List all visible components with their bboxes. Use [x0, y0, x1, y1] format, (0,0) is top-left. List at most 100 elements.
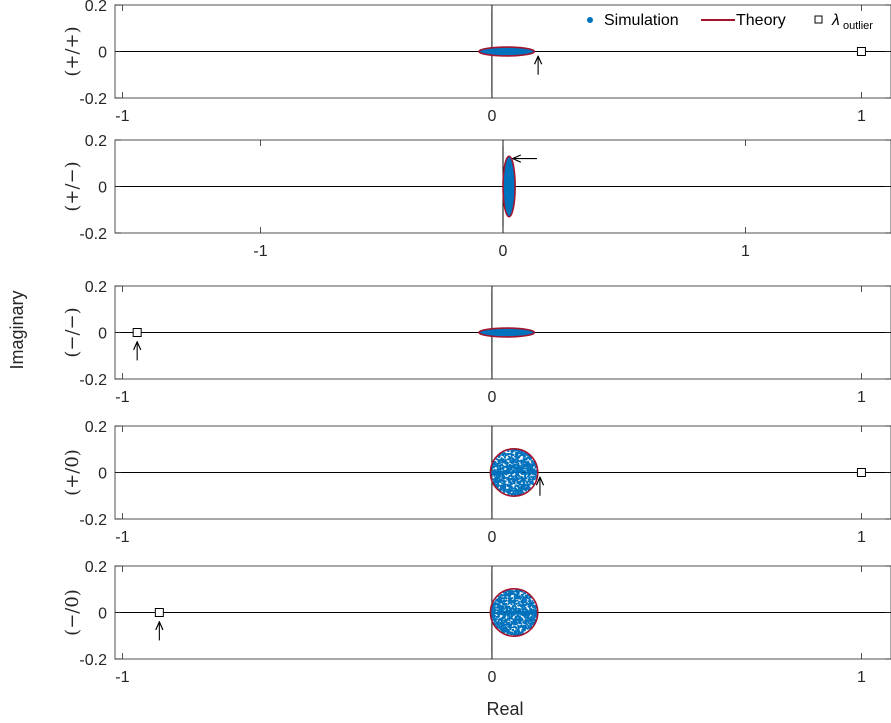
simulation-point	[533, 618, 536, 621]
simulation-point	[513, 449, 516, 452]
y-tick-label: 0.2	[85, 0, 107, 15]
outlier-marker	[856, 468, 866, 477]
simulation-point	[514, 629, 517, 632]
simulation-point	[501, 476, 504, 479]
simulation-point	[496, 485, 499, 488]
simulation-bulk	[503, 156, 516, 217]
simulation-point	[517, 462, 520, 465]
simulation-point	[505, 597, 508, 600]
simulation-point	[515, 461, 518, 464]
simulation-point	[527, 612, 530, 615]
panel-label: (−/−)	[62, 307, 83, 357]
simulation-point	[500, 623, 504, 626]
simulation-point	[532, 602, 535, 605]
simulation-point	[517, 627, 520, 630]
x-tick-label: -1	[253, 243, 267, 260]
simulation-point	[531, 600, 534, 603]
simulation-point	[521, 619, 524, 622]
simulation-point	[516, 480, 520, 483]
x-tick-label: 1	[857, 529, 866, 546]
simulation-point	[533, 609, 536, 613]
simulation-point	[516, 614, 519, 618]
simulation-point	[498, 488, 501, 491]
simulation-point	[501, 464, 504, 467]
y-tick-label: -0.2	[79, 512, 107, 529]
simulation-point	[510, 623, 513, 626]
simulation-point	[502, 615, 506, 618]
simulation-point	[522, 597, 525, 600]
simulation-point	[504, 629, 508, 632]
simulation-point	[497, 460, 500, 463]
y-tick-label: -0.2	[79, 652, 107, 669]
simulation-point	[510, 465, 513, 469]
x-tick-label: 1	[857, 108, 866, 125]
simulation-point	[500, 478, 503, 481]
simulation-point	[502, 489, 505, 492]
simulation-point	[519, 452, 522, 455]
simulation-point	[508, 601, 511, 605]
simulation-point	[531, 611, 535, 615]
simulation-point	[513, 465, 516, 468]
simulation-point	[502, 452, 505, 455]
simulation-point	[495, 606, 499, 609]
simulation-point	[511, 631, 514, 634]
legend-theory-label: Theory	[736, 12, 786, 29]
x-tick-label: 1	[857, 669, 866, 686]
simulation-point	[508, 605, 511, 608]
simulation-point	[502, 594, 506, 597]
simulation-point	[506, 611, 509, 615]
simulation-point	[529, 480, 532, 483]
simulation-point	[522, 461, 525, 464]
simulation-point	[520, 488, 523, 491]
simulation-point	[521, 594, 524, 598]
simulation-point	[526, 470, 530, 474]
simulation-point	[522, 601, 525, 604]
simulation-point	[507, 631, 510, 634]
simulation-point	[514, 618, 517, 621]
x-tick-label: 0	[487, 108, 496, 125]
x-axis-label: Real	[486, 699, 523, 719]
simulation-point	[534, 608, 537, 611]
simulation-point	[518, 617, 521, 621]
simulation-point	[520, 470, 523, 473]
simulation-point	[524, 619, 527, 622]
panels: -1 0 1 0.2 0 -0.2 (+/+) -1 0 1 0.2 0 -0.2 (+/−) -1 0 1 0.…	[62, 0, 891, 686]
simulation-point	[503, 484, 506, 487]
simulation-point	[497, 604, 500, 607]
simulation-points	[490, 449, 538, 497]
simulation-point	[519, 604, 523, 607]
simulation-point	[496, 609, 499, 612]
simulation-point	[499, 600, 502, 603]
simulation-point	[524, 457, 527, 460]
simulation-point	[514, 485, 517, 488]
simulation-point	[505, 593, 508, 596]
simulation-point	[502, 479, 505, 482]
simulation-point	[509, 459, 512, 462]
simulation-point	[504, 480, 507, 483]
simulation-point	[526, 462, 529, 465]
simulation-point	[509, 616, 512, 619]
simulation-point	[513, 482, 516, 485]
simulation-point	[532, 608, 535, 611]
simulation-point	[502, 606, 505, 609]
simulation-point	[515, 627, 518, 630]
simulation-point	[528, 603, 531, 606]
simulation-point	[533, 604, 536, 607]
y-axis-label: Imaginary	[7, 290, 27, 369]
simulation-point	[517, 625, 520, 628]
simulation-point	[527, 478, 530, 481]
simulation-point	[511, 461, 514, 464]
simulation-points	[490, 589, 538, 636]
simulation-point	[516, 619, 519, 622]
simulation-point	[496, 478, 499, 481]
simulation-point	[524, 621, 527, 624]
simulation-point	[525, 614, 529, 617]
simulation-point	[518, 489, 521, 492]
simulation-point	[498, 618, 501, 621]
simulation-point	[499, 468, 502, 471]
simulation-point	[512, 492, 515, 495]
simulation-point	[499, 467, 502, 470]
simulation-point	[518, 615, 521, 618]
simulation-point	[520, 466, 523, 469]
simulation-point	[507, 449, 510, 453]
